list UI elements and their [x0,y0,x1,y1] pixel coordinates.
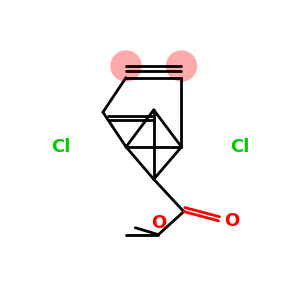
Text: Cl: Cl [230,138,249,156]
Circle shape [111,51,141,81]
Text: Cl: Cl [51,138,70,156]
Text: O: O [151,214,166,232]
Circle shape [167,51,197,81]
Text: O: O [224,212,239,230]
